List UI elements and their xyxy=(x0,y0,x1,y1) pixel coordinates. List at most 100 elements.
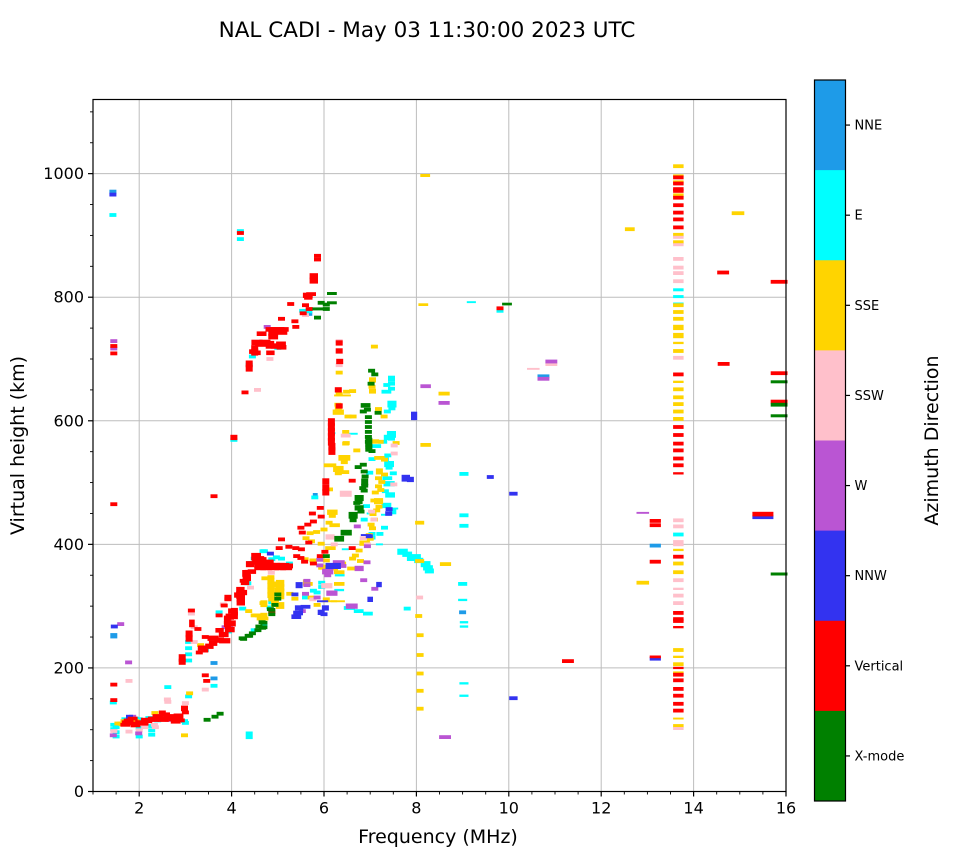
point-E xyxy=(388,406,396,411)
point-SSE xyxy=(306,531,314,536)
point-Vertical xyxy=(292,546,300,550)
point-SSW xyxy=(673,265,684,270)
point-E xyxy=(259,549,267,554)
point-Vertical xyxy=(322,478,330,485)
point-Vertical xyxy=(327,418,335,426)
point-E xyxy=(391,507,399,510)
point-E xyxy=(112,725,120,730)
point-Vertical xyxy=(297,556,305,560)
colorbar-tick-label: NNW xyxy=(855,569,887,584)
point-SSW xyxy=(187,611,195,616)
colorbar-tick-label: NNE xyxy=(855,119,883,134)
point-Vertical xyxy=(210,494,218,499)
point-SSE xyxy=(275,602,285,609)
point-SSE xyxy=(371,490,379,495)
point-Vertical xyxy=(649,559,661,564)
point-NNE xyxy=(110,633,118,639)
point-SSW xyxy=(527,367,540,370)
point-X-mode xyxy=(364,430,372,434)
point-SSE xyxy=(673,409,684,414)
point-Vertical xyxy=(348,478,356,483)
chart-title: NAL CADI - May 03 11:30:00 2023 UTC xyxy=(219,18,636,43)
point-SSE xyxy=(367,522,375,527)
point-Vertical xyxy=(297,525,305,530)
point-SSE xyxy=(330,600,345,603)
point-Vertical xyxy=(305,307,313,311)
point-E xyxy=(302,595,309,600)
point-Vertical xyxy=(299,311,307,316)
point-E xyxy=(388,381,395,386)
point-NNW xyxy=(385,507,393,511)
point-Vertical xyxy=(265,559,274,565)
point-E xyxy=(466,301,476,304)
point-Vertical xyxy=(673,611,684,615)
point-SSE xyxy=(673,417,684,421)
point-SSE xyxy=(349,556,357,561)
point-W xyxy=(263,325,271,329)
colorbar-segment-SSE xyxy=(814,260,846,351)
point-E xyxy=(371,444,382,448)
point-Vertical xyxy=(301,559,309,564)
point-Vertical xyxy=(240,589,248,596)
point-Vertical xyxy=(251,345,259,352)
point-SSE xyxy=(368,439,380,444)
point-Vertical xyxy=(110,344,118,348)
colorbar-segment-W xyxy=(814,440,846,532)
point-SSE xyxy=(334,582,345,586)
point-E xyxy=(236,237,244,241)
point-Vertical xyxy=(649,519,661,523)
point-W xyxy=(545,359,558,364)
colorbar-segment-NNW xyxy=(814,530,846,622)
point-SSE xyxy=(673,316,684,321)
point-SSE xyxy=(368,384,376,389)
point-Vertical xyxy=(305,540,313,545)
point-SSE xyxy=(261,616,269,621)
point-SSE xyxy=(377,488,385,492)
point-E xyxy=(388,386,395,391)
point-NNW xyxy=(300,604,311,609)
point-SSW xyxy=(201,687,209,692)
point-SSE xyxy=(326,487,333,492)
point-SSE xyxy=(334,570,345,575)
point-SSW xyxy=(135,728,143,733)
point-Vertical xyxy=(215,628,224,633)
point-SSW xyxy=(673,540,684,547)
colorbar-tick-label: SSW xyxy=(855,389,885,404)
point-Vertical xyxy=(322,484,330,491)
point-E xyxy=(135,726,143,730)
point-SSW xyxy=(190,640,198,644)
point-E xyxy=(313,590,321,595)
point-E xyxy=(368,457,376,461)
point-SSE xyxy=(374,456,385,460)
point-E xyxy=(673,295,684,299)
colorbar-segment-SSW xyxy=(814,350,846,441)
point-X-mode xyxy=(770,402,788,407)
point-SSE xyxy=(416,688,424,693)
point-X-mode xyxy=(364,439,372,444)
point-SSW xyxy=(545,363,558,366)
point-Vertical xyxy=(230,434,238,441)
point-SSE xyxy=(317,541,325,546)
point-X-mode xyxy=(327,301,337,305)
point-Vertical xyxy=(336,358,344,365)
point-Vertical xyxy=(266,350,275,356)
point-X-mode xyxy=(364,415,372,419)
point-SSW xyxy=(163,697,171,702)
point-E xyxy=(381,389,392,394)
point-E xyxy=(348,432,358,435)
point-W xyxy=(360,578,368,583)
point-X-mode xyxy=(368,368,376,373)
point-E xyxy=(389,509,397,515)
point-Vertical xyxy=(322,489,330,496)
point-SSE xyxy=(275,588,285,596)
point-Vertical xyxy=(201,635,209,639)
point-NNW xyxy=(294,605,304,611)
point-E xyxy=(382,476,393,481)
point-SSW xyxy=(309,597,317,602)
point-W xyxy=(303,583,311,587)
point-SSE xyxy=(438,391,450,396)
point-Vertical xyxy=(770,279,788,284)
point-NNW xyxy=(413,411,418,421)
point-Vertical xyxy=(236,599,245,606)
point-SSE xyxy=(373,508,381,513)
